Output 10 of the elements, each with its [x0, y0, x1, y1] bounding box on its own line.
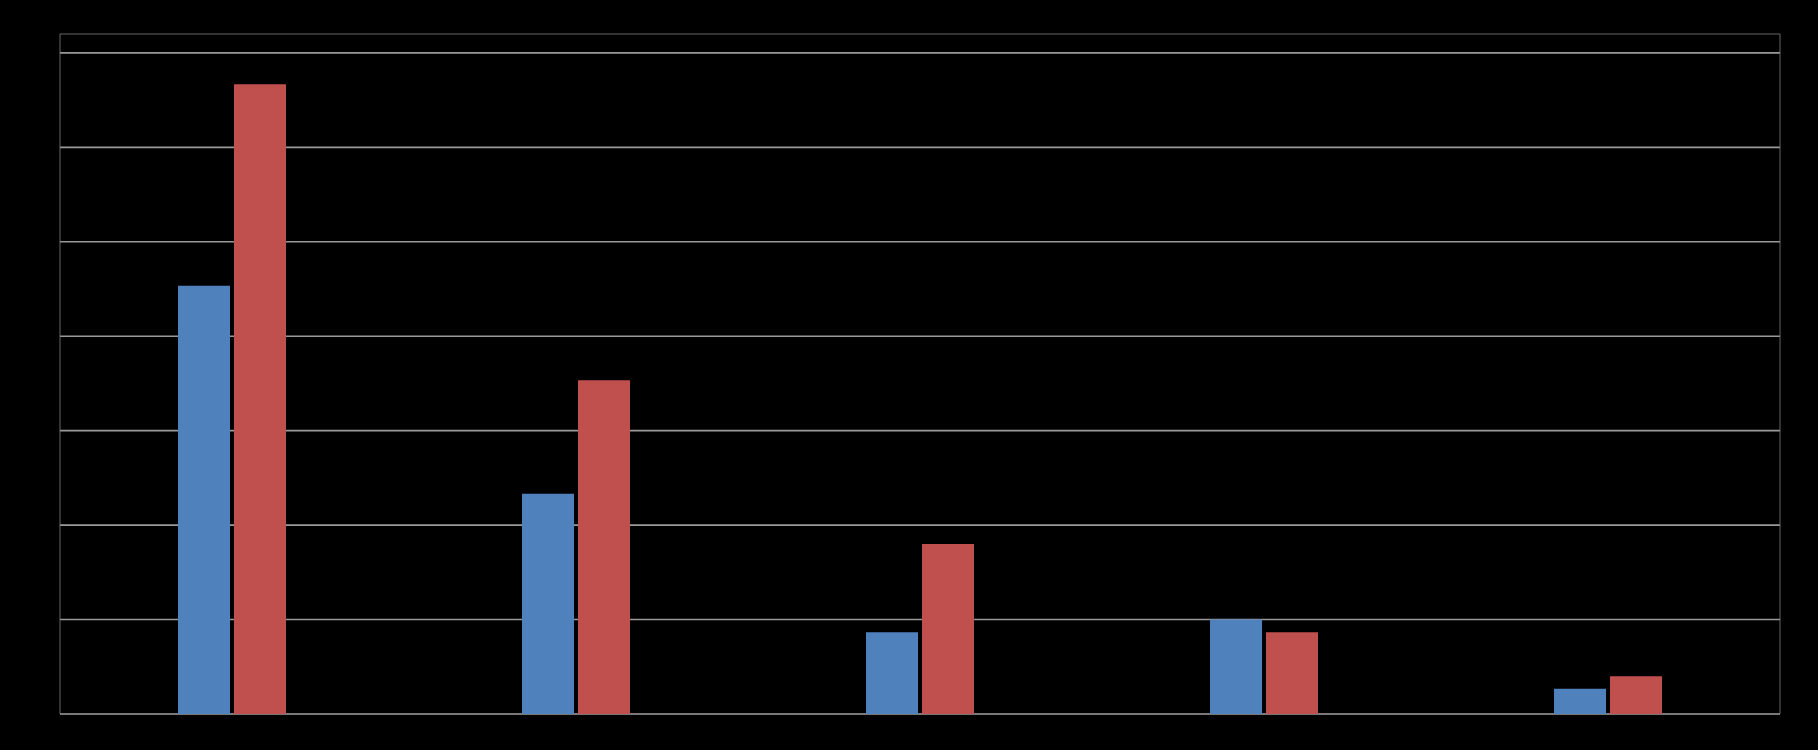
bar: [1266, 632, 1319, 714]
bar: [522, 493, 574, 714]
bar: [234, 84, 286, 714]
bar: [178, 285, 230, 714]
bar: [922, 544, 975, 714]
bar: [1210, 619, 1263, 714]
bar: [1610, 676, 1663, 714]
bar: [578, 380, 631, 714]
bar: [866, 632, 919, 714]
bar: [1554, 688, 1607, 714]
